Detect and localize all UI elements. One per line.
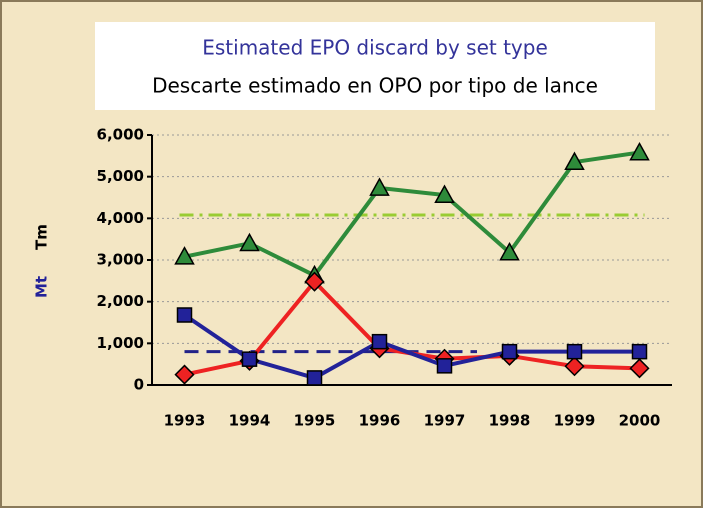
x-tick-label: 2000 bbox=[619, 412, 661, 430]
x-tick-label: 1994 bbox=[229, 412, 271, 430]
x-tick-label: 1993 bbox=[164, 412, 206, 430]
marker bbox=[631, 343, 648, 360]
y-axis-label: Mt bbox=[33, 276, 51, 298]
y-axis-label: Tm bbox=[33, 224, 51, 250]
marker bbox=[174, 364, 195, 385]
marker bbox=[629, 141, 650, 161]
marker bbox=[566, 343, 583, 360]
x-tick-label: 1997 bbox=[424, 412, 466, 430]
y-tick-label: 1,000 bbox=[97, 334, 144, 352]
y-tick-label: 2,000 bbox=[97, 292, 144, 310]
series-line bbox=[183, 313, 640, 381]
marker bbox=[304, 271, 325, 292]
marker bbox=[564, 356, 585, 377]
marker bbox=[434, 184, 455, 203]
marker bbox=[501, 343, 518, 360]
x-tick-label: 1995 bbox=[294, 412, 336, 430]
marker bbox=[371, 333, 388, 350]
marker bbox=[306, 370, 323, 386]
y-tick-label: 6,000 bbox=[97, 126, 144, 144]
y-tick-label: 0 bbox=[134, 376, 144, 394]
marker bbox=[436, 358, 453, 374]
y-tick-label: 4,000 bbox=[97, 209, 144, 227]
series-line bbox=[184, 150, 640, 278]
title-box bbox=[95, 22, 655, 110]
chart-title: Estimated EPO discard by set type bbox=[202, 36, 548, 60]
marker bbox=[564, 151, 585, 171]
marker bbox=[629, 358, 650, 379]
marker bbox=[176, 307, 193, 323]
marker bbox=[369, 177, 390, 196]
marker bbox=[241, 351, 258, 367]
x-tick-label: 1996 bbox=[359, 412, 401, 430]
chart-subtitle: Descarte estimado en OPO por tipo de lan… bbox=[152, 74, 598, 98]
y-tick-label: 3,000 bbox=[97, 251, 144, 269]
y-tick-label: 5,000 bbox=[97, 167, 144, 185]
x-tick-label: 1999 bbox=[554, 412, 596, 430]
marker bbox=[239, 232, 260, 252]
marker bbox=[499, 241, 520, 261]
x-tick-label: 1998 bbox=[489, 412, 531, 430]
marker bbox=[174, 246, 195, 265]
